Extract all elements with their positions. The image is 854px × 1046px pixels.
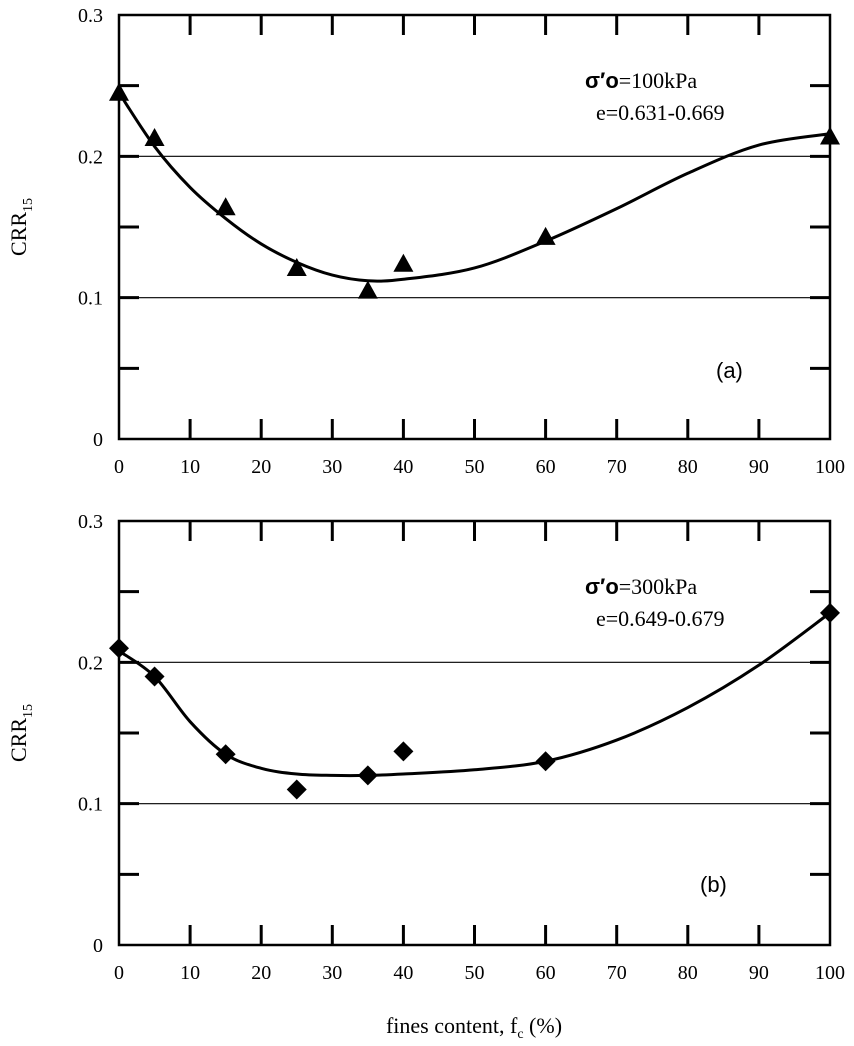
triangle-marker bbox=[215, 197, 236, 216]
x-tick-label: 50 bbox=[465, 962, 485, 984]
y-tick-label: 0.3 bbox=[78, 5, 103, 27]
x-tick-label: 70 bbox=[607, 962, 627, 984]
x-tick-label: 30 bbox=[322, 456, 342, 478]
diamond-marker bbox=[215, 744, 236, 765]
gridlines bbox=[119, 155, 830, 299]
triangle-marker bbox=[286, 257, 307, 276]
x-tick-label: 0 bbox=[114, 962, 124, 984]
void-ratio-annotation: e=0.649-0.679 bbox=[596, 606, 725, 631]
y-tick-labels: 0 0.1 0.2 0.3 bbox=[78, 511, 103, 957]
stress-annotation: σ′o=100kPa bbox=[585, 68, 697, 93]
y-tick-label: 0.2 bbox=[78, 146, 103, 168]
x-tick-label: 0 bbox=[114, 456, 124, 478]
x-tick-label: 30 bbox=[322, 962, 342, 984]
triangle-marker bbox=[109, 82, 129, 101]
y-tick-label: 0.2 bbox=[78, 652, 103, 674]
x-tick-label: 20 bbox=[251, 962, 271, 984]
stress-annotation: σ′o=300kPa bbox=[585, 574, 697, 599]
y-tick-label: 0.3 bbox=[78, 511, 103, 533]
y-tick-label: 0.1 bbox=[78, 288, 103, 310]
y-tick-label: 0 bbox=[93, 429, 103, 451]
x-axis-label: fines content, fc (%) bbox=[386, 1013, 562, 1042]
y-tick-label: 0.1 bbox=[78, 794, 103, 816]
panel-label: (a) bbox=[716, 358, 743, 383]
y-tick-label: 0 bbox=[93, 935, 103, 957]
axis-ticks bbox=[119, 15, 830, 439]
x-tick-label: 10 bbox=[180, 456, 200, 478]
x-tick-labels: 0 10 20 30 40 50 60 70 80 90 100 bbox=[114, 962, 845, 984]
x-tick-label: 40 bbox=[393, 962, 413, 984]
x-tick-label: 50 bbox=[465, 456, 485, 478]
y-axis-label: CRR15 bbox=[6, 704, 36, 762]
panel-label: (b) bbox=[700, 872, 727, 897]
diamond-marker bbox=[286, 779, 307, 800]
triangle-marker bbox=[393, 253, 414, 272]
diamond-marker bbox=[144, 666, 165, 687]
diamond-marker bbox=[535, 751, 556, 772]
axis-ticks bbox=[119, 521, 830, 945]
trend-curve bbox=[117, 91, 831, 283]
y-tick-labels: 0 0.1 0.2 0.3 bbox=[78, 5, 103, 451]
x-tick-labels: 0 10 20 30 40 50 60 70 80 90 100 bbox=[114, 456, 845, 478]
diamond-marker bbox=[109, 638, 129, 659]
y-axis-label: CRR15 bbox=[6, 198, 36, 256]
x-tick-label: 80 bbox=[678, 456, 698, 478]
x-tick-label: 90 bbox=[749, 456, 769, 478]
void-ratio-annotation: e=0.631-0.669 bbox=[596, 100, 725, 125]
x-tick-label: 100 bbox=[815, 962, 845, 984]
diamond-marker bbox=[357, 765, 378, 786]
chart-panel-a: 00.10.20.3 0 10 20 30 40 50 60 70 80 90 100 CRR15 … bbox=[6, 5, 845, 478]
trend-curve bbox=[118, 611, 831, 778]
triangle-marker bbox=[820, 126, 840, 145]
x-tick-label: 60 bbox=[536, 962, 556, 984]
chart-panel-b: 00.10.20.3 0 10 20 30 40 50 60 70 80 90 100 CRR15 … bbox=[6, 511, 845, 1042]
x-tick-label: 20 bbox=[251, 456, 271, 478]
triangle-marker bbox=[144, 127, 165, 146]
x-tick-label: 90 bbox=[749, 962, 769, 984]
triangle-marker bbox=[357, 280, 378, 299]
x-tick-label: 70 bbox=[607, 456, 627, 478]
diamond-marker bbox=[820, 602, 840, 623]
triangle-marker bbox=[535, 226, 556, 245]
data-points bbox=[109, 82, 840, 299]
diamond-marker bbox=[393, 741, 414, 762]
x-tick-label: 10 bbox=[180, 962, 200, 984]
gridlines bbox=[119, 661, 830, 805]
x-tick-label: 100 bbox=[815, 456, 845, 478]
x-tick-label: 60 bbox=[536, 456, 556, 478]
x-tick-label: 40 bbox=[393, 456, 413, 478]
data-points bbox=[109, 602, 840, 800]
x-tick-label: 80 bbox=[678, 962, 698, 984]
